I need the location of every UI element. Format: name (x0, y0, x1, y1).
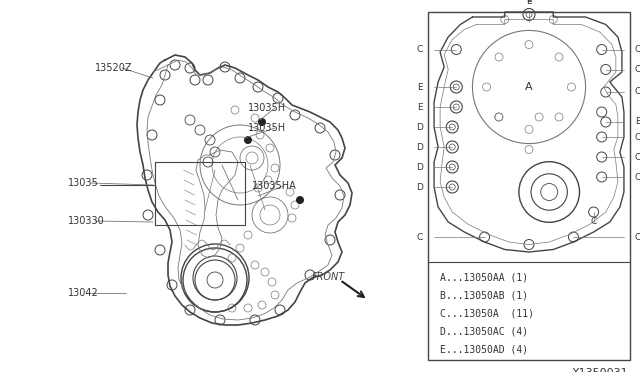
Text: A: A (525, 82, 533, 92)
Circle shape (244, 136, 252, 144)
Text: C: C (635, 45, 640, 54)
Text: C: C (417, 232, 423, 241)
Text: 13035: 13035 (68, 178, 99, 188)
Text: E: E (417, 103, 423, 112)
Text: E: E (526, 0, 532, 6)
Text: D: D (417, 122, 423, 131)
Text: 13042: 13042 (68, 288, 99, 298)
Text: C: C (635, 173, 640, 182)
Text: 13035H: 13035H (248, 103, 286, 113)
Text: 130330: 130330 (68, 216, 105, 226)
Text: E: E (526, 0, 532, 4)
Text: E: E (417, 83, 423, 92)
Text: C: C (635, 65, 640, 74)
Text: FRONT: FRONT (312, 272, 345, 282)
Text: C: C (635, 153, 640, 161)
Text: C: C (635, 87, 640, 96)
Text: B...13050AB (1): B...13050AB (1) (440, 290, 528, 300)
Text: 13520Z: 13520Z (95, 63, 132, 73)
Circle shape (296, 196, 304, 204)
Text: 13035H: 13035H (248, 123, 286, 133)
Text: D: D (417, 183, 423, 192)
Text: 13035HA: 13035HA (252, 181, 297, 191)
Text: C: C (635, 232, 640, 241)
Text: D: D (417, 142, 423, 151)
Text: D: D (417, 163, 423, 171)
Text: D...13050AC (4): D...13050AC (4) (440, 326, 528, 336)
Text: C...13050A  (11): C...13050A (11) (440, 308, 534, 318)
Bar (428, 12, 630, 360)
Text: C: C (635, 132, 640, 141)
Text: B: B (635, 118, 640, 126)
Text: C: C (417, 45, 423, 54)
Text: X1350031: X1350031 (572, 368, 628, 372)
Text: E...13050AD (4): E...13050AD (4) (440, 344, 528, 354)
Circle shape (258, 118, 266, 126)
Text: A...13050AA (1): A...13050AA (1) (440, 272, 528, 282)
Text: C: C (591, 218, 596, 227)
